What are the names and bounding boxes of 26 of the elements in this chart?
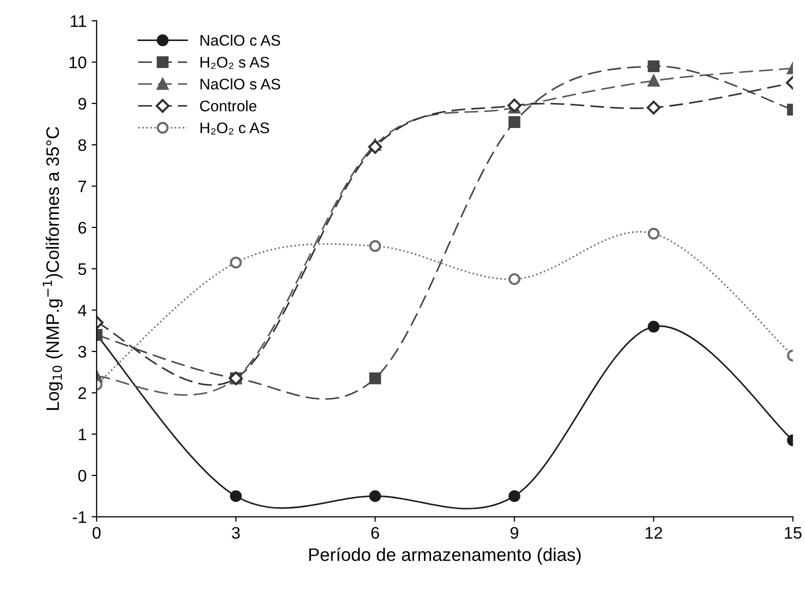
y-tick-label: 10 xyxy=(70,56,86,68)
x-axis-title: Período de armazenamento (dias) xyxy=(309,548,581,565)
legend-label: NaClO c AS xyxy=(200,34,280,46)
y-tick-label: 4 xyxy=(78,304,86,316)
legend-label: NaClO s AS xyxy=(200,78,280,90)
legend-label: Controle xyxy=(200,100,256,112)
x-tick-label: 15 xyxy=(784,527,802,539)
x-tick-label: 6 xyxy=(371,526,380,539)
x-tick-label: 3 xyxy=(232,526,240,539)
y-axis-title: Log$_{10}$ (NMP.g$^{−1}$)Coliformes a 35°C xyxy=(42,126,63,410)
y-tick-label: 5 xyxy=(78,263,86,275)
x-tick-label: 12 xyxy=(646,526,662,539)
y-tick-label: 0 xyxy=(78,470,86,482)
y-tick-label: 3 xyxy=(78,346,86,358)
y-tick-label: 2 xyxy=(78,387,86,399)
x-tick-label: 0 xyxy=(92,526,101,539)
y-tick-label: 8 xyxy=(78,139,86,151)
y-tick-label: -1 xyxy=(72,511,86,523)
y-tick-label: 7 xyxy=(78,180,86,192)
y-tick-label: 6 xyxy=(78,222,86,234)
y-tick-label: 1 xyxy=(78,428,86,440)
y-tick-label: 9 xyxy=(78,98,86,110)
y-tick-label: 11 xyxy=(70,15,86,27)
legend-label: H₂O₂ s AS xyxy=(200,56,270,69)
legend-label: H₂O₂ c AS xyxy=(200,122,270,134)
x-tick-label: 9 xyxy=(510,526,518,539)
